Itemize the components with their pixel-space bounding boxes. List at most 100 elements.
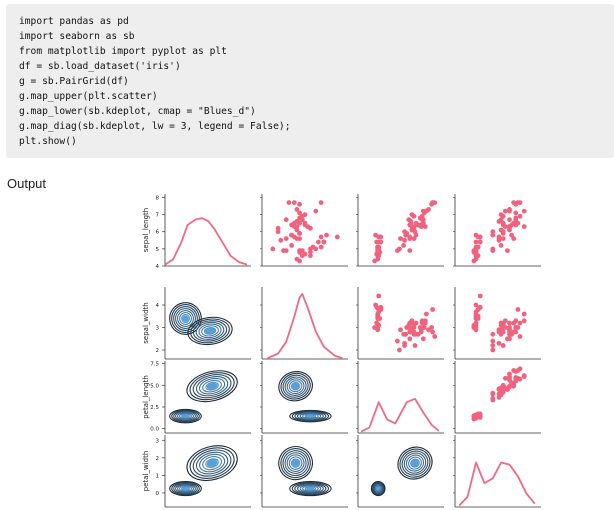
scatter-point (477, 239, 483, 245)
kde-contour (403, 452, 427, 474)
scatter-point (297, 201, 302, 207)
scatter-point (498, 331, 504, 337)
kde-contour (408, 456, 422, 470)
kde-contour (282, 450, 309, 477)
scatter-point (502, 208, 508, 214)
scatter-point (297, 231, 302, 236)
y-axis-label: sepal_length (142, 208, 150, 252)
scatter-point (509, 380, 514, 386)
scatter-point (430, 307, 435, 312)
scatter-point (297, 236, 302, 242)
scatter-point (419, 213, 425, 219)
kde-contour (278, 371, 313, 402)
kde-core (291, 459, 300, 467)
scatter-point (477, 293, 483, 299)
scatter-point (517, 320, 523, 326)
scatter-point (372, 258, 377, 264)
kde-contour (289, 481, 332, 497)
scatter-point (318, 234, 324, 240)
kde-contour (304, 486, 317, 491)
kde-contour (179, 413, 192, 420)
scatter-point (398, 327, 403, 333)
subplot-r2-c1 (261, 361, 348, 434)
scatter-point (430, 200, 435, 206)
kde-core (182, 487, 189, 490)
kde-contour (205, 381, 219, 391)
code-block: import pandas as pd import seaborn as sb… (6, 4, 614, 158)
kde-contour (299, 484, 322, 493)
scatter-point (471, 258, 477, 264)
scatter-point (294, 207, 300, 212)
y-tick-label: 5 (156, 247, 160, 253)
scatter-point (490, 232, 496, 238)
kde-contour (202, 379, 223, 393)
code-line: g = sb.PairGrid(df) (19, 76, 129, 87)
scatter-point (500, 387, 506, 392)
diag-kde-curve (360, 397, 440, 433)
subplot-r1-c3 (454, 287, 541, 360)
scatter-point (413, 320, 419, 326)
kde-contour (205, 458, 219, 468)
scatter-point (473, 239, 479, 245)
y-axis-label: sepal_width (142, 302, 150, 343)
kde-contour (291, 481, 330, 496)
kde-contour (192, 320, 228, 342)
scatter-point (513, 210, 519, 216)
scatter-point (511, 368, 517, 373)
scatter-point (321, 239, 327, 245)
diag-kde-curve (458, 461, 536, 507)
scatter-point (490, 338, 496, 344)
kde-contour (284, 376, 307, 396)
kde-contour (171, 409, 200, 423)
scatter-point (308, 225, 313, 231)
scatter-point (283, 217, 289, 223)
scatter-point (324, 232, 329, 238)
scatter-point (500, 236, 506, 242)
scatter-point (475, 313, 481, 319)
scatter-point (297, 210, 302, 216)
y-tick-label: 7.5 (150, 362, 159, 368)
scatter-point (407, 336, 413, 342)
y-tick-label: 5.0 (150, 383, 159, 389)
scatter-point (507, 320, 512, 326)
kde-contour (289, 409, 332, 423)
kde-contour (290, 382, 301, 391)
subplot-r3-c2 (357, 435, 444, 508)
kde-contour (291, 410, 330, 422)
scatter-point (517, 200, 523, 206)
scatter-point (318, 244, 324, 250)
scatter-point (471, 325, 477, 330)
code-line: g.map_diag(sb.kdeplot, lw = 3, legend = … (19, 121, 291, 132)
kde-contour (280, 448, 311, 479)
scatter-point (513, 325, 519, 330)
scatter-point (521, 318, 527, 324)
scatter-point (406, 217, 412, 223)
subplot-r1-c1 (261, 287, 348, 360)
subplot-r0-c0 (164, 194, 251, 267)
scatter-point (407, 248, 413, 254)
scatter-point (411, 236, 417, 242)
scatter-point (502, 375, 508, 381)
scatter-point (507, 336, 512, 342)
kde-contour (175, 308, 196, 329)
scatter-point (502, 224, 508, 230)
subplot-r2-c2 (357, 361, 444, 434)
code-line: g.map_upper(plt.scatter) (19, 91, 158, 102)
code-line: import seaborn as sb (19, 31, 135, 42)
code-line: g.map_lower(sb.kdeplot, cmap = "Blues_d"… (19, 106, 256, 117)
kde-contour (195, 375, 229, 397)
scatter-point (299, 253, 305, 259)
kde-contour (290, 458, 301, 468)
kde-contour (299, 412, 322, 420)
kde-contour (169, 408, 202, 424)
scatter-point (420, 325, 426, 330)
scatter-point (418, 222, 424, 228)
y-tick-label: 2 (156, 348, 160, 354)
y-tick-label: 4 (156, 303, 160, 309)
scatter-point (517, 334, 523, 339)
kde-contour (179, 312, 192, 325)
scatter-point (286, 200, 292, 206)
kde-contour (195, 321, 225, 340)
kde-contour (198, 323, 222, 339)
kde-contour (405, 454, 425, 472)
